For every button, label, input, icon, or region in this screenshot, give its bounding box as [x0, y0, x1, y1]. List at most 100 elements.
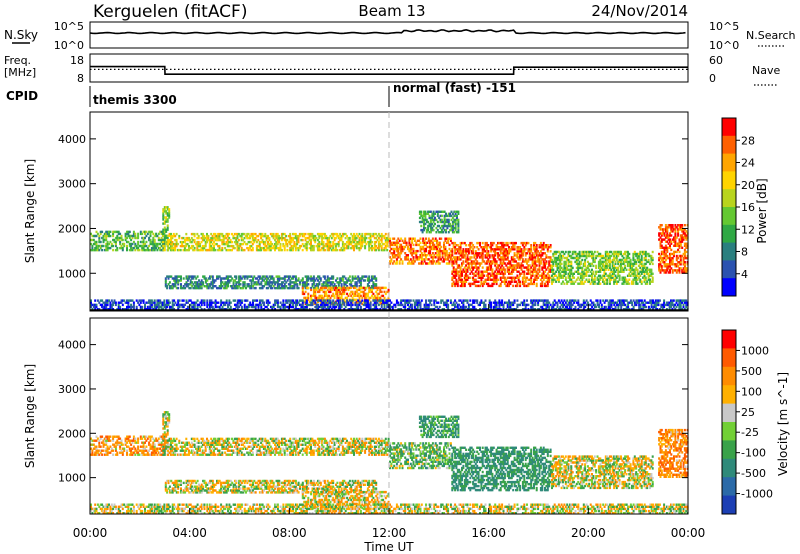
cell: [224, 283, 227, 286]
cell: [278, 234, 281, 238]
cell: [477, 248, 480, 251]
cell: [146, 248, 149, 252]
cell: [441, 260, 444, 263]
cell: [506, 266, 509, 269]
cell: [225, 277, 228, 280]
cell: [613, 270, 616, 273]
cell: [300, 244, 303, 248]
cell: [517, 270, 520, 273]
cell: [344, 281, 347, 284]
cell: [373, 283, 376, 286]
cell: [546, 282, 549, 286]
cell: [191, 285, 194, 288]
cell: [535, 272, 538, 275]
cell: [247, 236, 250, 240]
cell: [431, 245, 434, 249]
cell: [469, 276, 472, 279]
cell: [163, 222, 166, 225]
cell: [520, 250, 523, 253]
cell: [199, 281, 202, 284]
cell: [163, 301, 166, 304]
cell: [334, 236, 337, 240]
cell: [359, 294, 362, 298]
cell: [348, 240, 351, 244]
cell: [521, 270, 524, 273]
cell: [185, 277, 188, 280]
cell: [167, 275, 170, 278]
cell: [477, 266, 480, 269]
cell: [463, 278, 466, 281]
cell: [197, 234, 200, 238]
cell: [242, 238, 245, 242]
cell: [310, 240, 312, 244]
cell: [444, 249, 447, 253]
cell: [393, 241, 396, 244]
cell: [160, 240, 163, 244]
cell: [188, 238, 190, 242]
cell: [548, 268, 551, 271]
cell: [206, 236, 208, 240]
cell: [330, 288, 333, 292]
cell: [573, 282, 575, 285]
cell: [384, 244, 387, 248]
cell: [481, 284, 484, 288]
cell: [567, 252, 570, 256]
cell: [393, 252, 396, 255]
cell: [494, 252, 497, 255]
cell: [113, 238, 116, 242]
cell: [512, 241, 515, 245]
cell: [243, 232, 246, 236]
cell: [171, 236, 174, 240]
cell: [429, 239, 432, 242]
cell: [310, 244, 312, 248]
cell: [254, 305, 257, 309]
cell: [465, 278, 468, 281]
cell: [310, 288, 313, 292]
cell: [192, 232, 195, 236]
cell: [186, 279, 189, 282]
cell: [365, 232, 368, 236]
cell: [571, 252, 574, 256]
cell: [282, 299, 285, 302]
cell: [218, 286, 221, 290]
cell: [186, 238, 189, 242]
cell: [163, 234, 166, 238]
cell: [132, 232, 135, 236]
cell: [215, 236, 218, 240]
cell: [431, 260, 434, 263]
cell: [418, 262, 421, 265]
cell: [397, 256, 400, 259]
cell: [509, 266, 512, 269]
cell: [377, 292, 380, 296]
cell: [564, 268, 567, 271]
cell: [265, 234, 268, 238]
cell: [168, 281, 171, 284]
cell: [361, 240, 364, 244]
cell: [206, 286, 209, 290]
cell: [472, 272, 475, 275]
cell: [622, 276, 625, 279]
cell: [165, 220, 168, 223]
cell: [533, 254, 535, 257]
nsky-right-tick-top: 10^5: [709, 20, 739, 33]
cell: [145, 248, 148, 252]
cell: [236, 246, 239, 250]
cell: [235, 286, 238, 290]
cell: [282, 236, 285, 240]
cell: [336, 286, 339, 290]
cell: [546, 248, 549, 251]
cell: [523, 250, 526, 253]
cell: [95, 248, 98, 252]
cell: [312, 246, 315, 250]
cell: [480, 282, 483, 286]
cell: [333, 283, 336, 286]
cell: [207, 248, 210, 252]
cell: [201, 232, 204, 236]
cell: [246, 299, 249, 302]
cell: [318, 246, 321, 250]
cell: [236, 286, 239, 290]
cell: [564, 260, 567, 264]
cell: [361, 236, 364, 240]
cell: [420, 256, 423, 259]
cell: [571, 266, 574, 270]
